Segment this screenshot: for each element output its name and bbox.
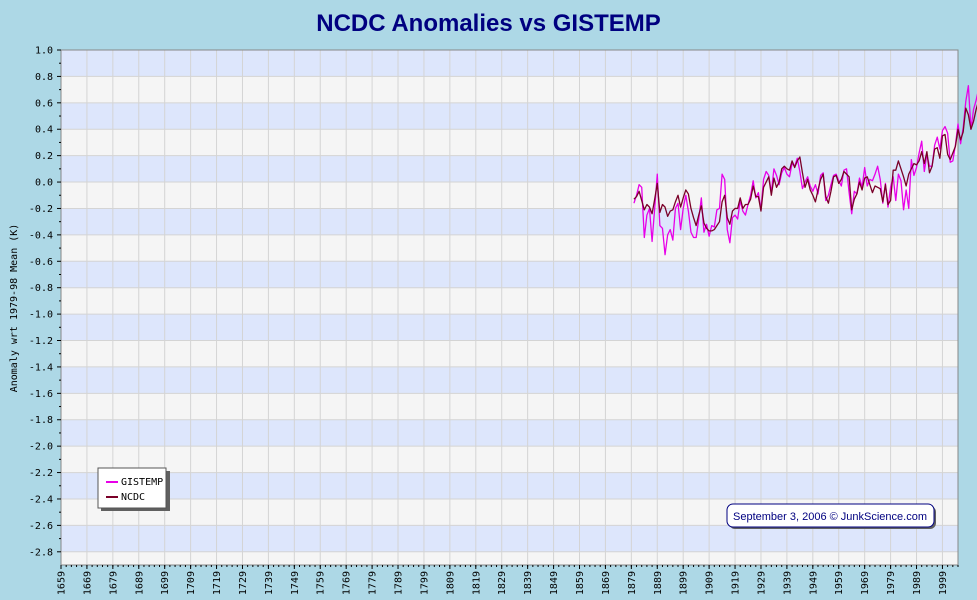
x-tick-label: 1689 bbox=[134, 571, 145, 595]
plot-band bbox=[61, 76, 958, 103]
plot-band bbox=[61, 393, 958, 420]
x-tick-label: 1839 bbox=[523, 571, 534, 595]
plot-band bbox=[61, 446, 958, 473]
x-tick-label: 1809 bbox=[445, 571, 456, 595]
x-tick-label: 1709 bbox=[186, 571, 197, 595]
plot-band bbox=[61, 287, 958, 315]
y-tick-label: -1.6 bbox=[29, 389, 53, 400]
x-tick-label: 1919 bbox=[731, 571, 742, 595]
y-tick-label: 0.0 bbox=[35, 178, 53, 189]
x-tick-label: 1659 bbox=[57, 571, 68, 595]
x-tick-label: 1779 bbox=[368, 571, 379, 595]
plot-band bbox=[61, 208, 958, 235]
x-tick-label: 1669 bbox=[82, 571, 93, 595]
plot-frame bbox=[60, 49, 959, 566]
y-tick-label: -2.2 bbox=[29, 468, 53, 479]
x-tick-label: 1909 bbox=[705, 571, 716, 595]
plot-band bbox=[61, 472, 958, 499]
x-tick-label: 1939 bbox=[782, 571, 793, 595]
x-tick-label: 1889 bbox=[653, 571, 664, 595]
x-tick-label: 1739 bbox=[264, 571, 275, 595]
series-line-gistemp bbox=[633, 85, 977, 256]
x-tick-label: 1679 bbox=[108, 571, 119, 595]
y-tick-label: -0.8 bbox=[29, 283, 53, 294]
y-tick-label: -2.0 bbox=[29, 442, 53, 453]
x-tick-label: 1749 bbox=[290, 571, 301, 595]
x-tick-label: 1899 bbox=[679, 571, 690, 595]
legend-label-gistemp: GISTEMP bbox=[121, 477, 163, 488]
y-tick-label: -1.0 bbox=[29, 310, 53, 321]
plot-band bbox=[61, 182, 958, 209]
y-axis-title: Anomaly wrt 1979-98 Mean (K) bbox=[9, 224, 20, 393]
x-tick-label: 1769 bbox=[342, 571, 353, 595]
chart-title: NCDC Anomalies vs GISTEMP bbox=[316, 10, 661, 37]
series-lines bbox=[633, 85, 977, 256]
x-tick-label: 1859 bbox=[575, 571, 586, 595]
y-tick-label: 0.4 bbox=[35, 125, 53, 136]
x-tick-label: 1949 bbox=[808, 571, 819, 595]
x-tick-label: 1699 bbox=[160, 571, 171, 595]
x-tick-label: 1879 bbox=[627, 571, 638, 595]
y-tick-label: -1.2 bbox=[29, 336, 53, 347]
plot-band bbox=[61, 50, 958, 77]
plot-grid bbox=[60, 49, 958, 565]
legend-label-ncdc: NCDC bbox=[121, 492, 145, 503]
x-tick-label: 1829 bbox=[497, 571, 508, 595]
y-tick-label: -2.8 bbox=[29, 547, 53, 558]
x-tick-label: 1979 bbox=[886, 571, 897, 595]
legend: GISTEMP NCDC bbox=[97, 467, 170, 511]
plot-band bbox=[61, 129, 958, 156]
x-tick-label: 1799 bbox=[419, 571, 430, 595]
x-tick-label: 1929 bbox=[756, 571, 767, 595]
x-tick-label: 1789 bbox=[394, 571, 405, 595]
x-tick-label: 1989 bbox=[912, 571, 923, 595]
x-tick-label: 1729 bbox=[238, 571, 249, 595]
x-tick-label: 1819 bbox=[471, 571, 482, 595]
x-tick-label: 1719 bbox=[212, 571, 223, 595]
series-line-ncdc bbox=[633, 103, 977, 232]
plot-band bbox=[61, 419, 958, 447]
x-tick-label: 1759 bbox=[316, 571, 327, 595]
plot-band bbox=[61, 102, 958, 130]
credit-text: September 3, 2006 © JunkScience.com bbox=[733, 511, 927, 523]
credit-box: September 3, 2006 © JunkScience.com bbox=[726, 503, 936, 529]
x-tick-label: 1869 bbox=[601, 571, 612, 595]
plot-band bbox=[61, 340, 958, 367]
y-tick-label: -0.2 bbox=[29, 204, 53, 215]
y-tick-label: -2.4 bbox=[29, 494, 53, 505]
y-tick-label: 0.6 bbox=[35, 98, 53, 109]
x-tick-label: 1849 bbox=[549, 571, 560, 595]
y-tick-label: -1.4 bbox=[29, 362, 53, 373]
x-tick-label: 1969 bbox=[860, 571, 871, 595]
plot-band bbox=[61, 234, 958, 262]
legend-box bbox=[97, 467, 167, 509]
y-tick-label: 0.8 bbox=[35, 72, 53, 83]
y-tick-label: -0.6 bbox=[29, 257, 53, 268]
y-tick-label: 1.0 bbox=[35, 46, 53, 57]
x-axis: 1659 1669 1679 1689 1699 1709 1719 1729 1739 1749… bbox=[57, 565, 959, 595]
y-tick-label: 0.2 bbox=[35, 151, 53, 162]
x-tick-label: 1999 bbox=[938, 571, 949, 595]
plot-band bbox=[61, 314, 958, 341]
y-tick-label: -2.6 bbox=[29, 521, 53, 532]
plot-bands bbox=[61, 50, 958, 565]
plot-band bbox=[61, 551, 958, 565]
y-tick-label: -1.8 bbox=[29, 415, 53, 426]
plot-band bbox=[61, 366, 958, 394]
plot-band bbox=[61, 261, 958, 288]
y-axis: 1.0 0.8 0.6 0.4 0.2 0.0 -0.2 -0.4 -0.6 -0.8 -1.0 -1… bbox=[29, 46, 61, 558]
plot-band bbox=[61, 525, 958, 552]
x-tick-label: 1959 bbox=[834, 571, 845, 595]
y-tick-label: -0.4 bbox=[29, 230, 53, 241]
